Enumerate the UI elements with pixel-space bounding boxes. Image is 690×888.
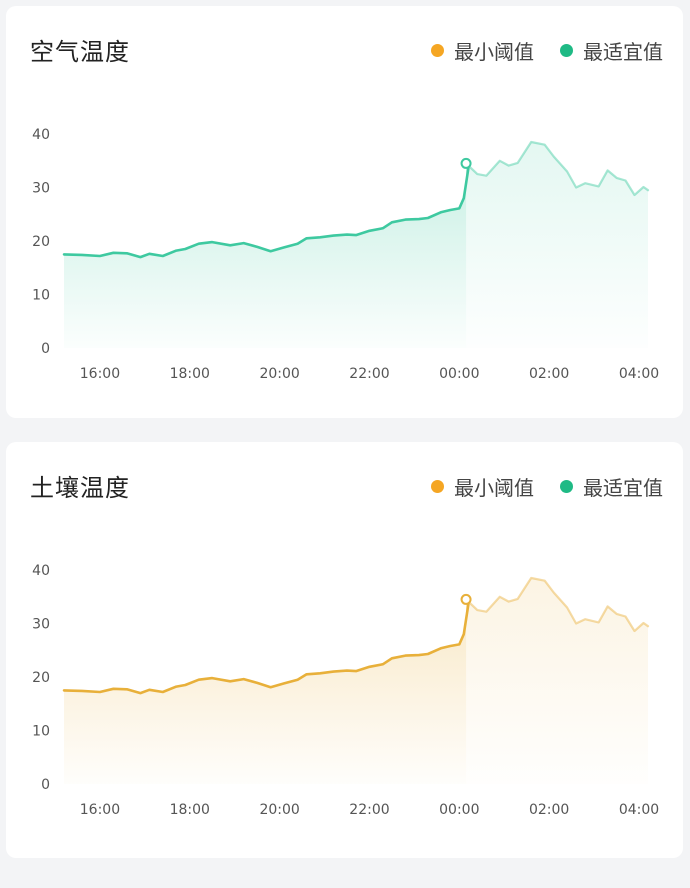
- min-threshold-dot-icon: [431, 480, 444, 493]
- legend-min-threshold-label: 最小阈值: [454, 40, 534, 64]
- x-tick-label: 04:00: [619, 366, 659, 382]
- history-series-line: [62, 598, 470, 695]
- y-tick-label: 20: [32, 234, 50, 250]
- y-tick-label: 40: [32, 127, 50, 143]
- x-tick-label: 02:00: [529, 802, 569, 818]
- optimal-dot-icon: [560, 480, 573, 493]
- legend-optimal-label: 最适宜值: [583, 40, 663, 64]
- forecast-series-line: [465, 576, 650, 633]
- x-tick-label: 04:00: [619, 802, 659, 818]
- legend-min-threshold[interactable]: 最小阈值: [431, 36, 534, 65]
- forecast-area-fill: [466, 578, 648, 784]
- y-tick-label: 30: [32, 181, 50, 197]
- soil-temperature-title: 土壤温度: [30, 474, 130, 502]
- forecast-series-line: [465, 140, 650, 197]
- y-tick-label: 20: [32, 670, 50, 686]
- x-tick-label: 00:00: [439, 802, 479, 818]
- x-tick-label: 20:00: [259, 802, 299, 818]
- air-chart-legend: 最小阈值 最适宜值: [405, 36, 663, 65]
- history-series-line: [62, 162, 470, 259]
- air-temperature-title: 空气温度: [30, 38, 130, 66]
- air-temperature-card: 空气温度 最小阈值 最适宜值 0 10 20 30 40 16:00 18:00 20:00 2…: [6, 6, 683, 418]
- optimal-dot-icon: [560, 44, 573, 57]
- soil-temperature-card: 土壤温度 最小阈值 最适宜值 0 10 20 30 40 16:00 18:00 20:00 2…: [6, 442, 683, 858]
- x-tick-label: 18:00: [170, 802, 210, 818]
- history-area-fill: [64, 163, 469, 348]
- y-tick-label: 30: [32, 617, 50, 633]
- x-tick-label: 16:00: [80, 802, 120, 818]
- y-tick-label: 0: [41, 341, 50, 357]
- current-point-marker[interactable]: [460, 157, 472, 169]
- legend-min-threshold-label: 最小阈值: [454, 476, 534, 500]
- soil-chart-legend: 最小阈值 最适宜值: [405, 472, 663, 501]
- air-temperature-chart: 0 10 20 30 40 16:00 18:00 20:00 22:00 00:00 02:00 0…: [32, 127, 659, 382]
- y-tick-label: 40: [32, 563, 50, 579]
- min-threshold-dot-icon: [431, 44, 444, 57]
- x-tick-label: 16:00: [80, 366, 120, 382]
- forecast-area-fill: [466, 142, 648, 348]
- history-area-fill: [64, 599, 469, 784]
- x-tick-label: 02:00: [529, 366, 569, 382]
- x-tick-label: 22:00: [349, 366, 389, 382]
- soil-temperature-chart: 0 10 20 30 40 16:00 18:00 20:00 22:00 00:00 02:00 0…: [32, 563, 659, 818]
- legend-optimal[interactable]: 最适宜值: [560, 36, 663, 65]
- x-tick-label: 20:00: [259, 366, 299, 382]
- x-tick-label: 00:00: [439, 366, 479, 382]
- legend-optimal[interactable]: 最适宜值: [560, 472, 663, 501]
- y-tick-label: 0: [41, 777, 50, 793]
- current-point-marker[interactable]: [460, 593, 472, 605]
- legend-optimal-label: 最适宜值: [583, 476, 663, 500]
- y-tick-label: 10: [32, 288, 50, 304]
- legend-min-threshold[interactable]: 最小阈值: [431, 472, 534, 501]
- y-tick-label: 10: [32, 724, 50, 740]
- x-tick-label: 22:00: [349, 802, 389, 818]
- x-tick-label: 18:00: [170, 366, 210, 382]
